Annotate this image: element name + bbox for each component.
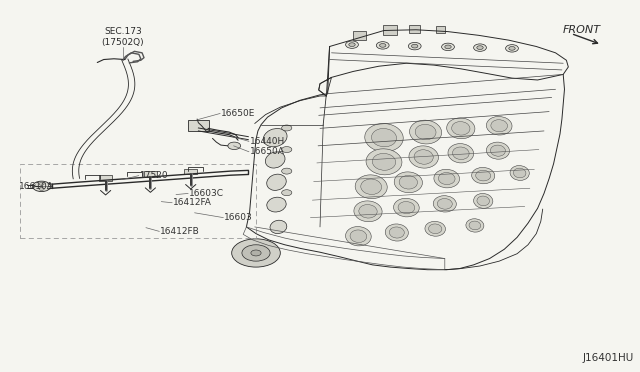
Circle shape: [509, 46, 515, 50]
Text: 16412FA: 16412FA: [173, 198, 212, 207]
Ellipse shape: [491, 120, 508, 132]
Ellipse shape: [415, 124, 436, 140]
Ellipse shape: [452, 147, 469, 160]
Circle shape: [376, 42, 389, 49]
Circle shape: [474, 44, 486, 51]
Ellipse shape: [425, 221, 445, 236]
Ellipse shape: [366, 149, 402, 175]
Ellipse shape: [355, 175, 387, 199]
Circle shape: [39, 182, 44, 185]
Circle shape: [282, 147, 292, 153]
Ellipse shape: [433, 196, 456, 212]
Text: SEC.173
(17502Q): SEC.173 (17502Q): [102, 27, 144, 46]
Ellipse shape: [394, 198, 419, 217]
Circle shape: [232, 239, 280, 267]
Circle shape: [33, 181, 51, 192]
Ellipse shape: [437, 199, 452, 209]
FancyBboxPatch shape: [99, 175, 112, 181]
Text: FRONT: FRONT: [563, 25, 601, 35]
Ellipse shape: [389, 227, 404, 238]
Circle shape: [282, 125, 292, 131]
Ellipse shape: [359, 205, 377, 218]
Text: J16401HU: J16401HU: [582, 353, 634, 363]
Ellipse shape: [477, 196, 490, 206]
Ellipse shape: [472, 167, 495, 184]
Circle shape: [477, 46, 483, 49]
Circle shape: [380, 44, 386, 47]
Text: 16650E: 16650E: [221, 109, 255, 118]
Ellipse shape: [354, 201, 382, 222]
Ellipse shape: [365, 124, 403, 152]
Ellipse shape: [513, 168, 526, 178]
Ellipse shape: [409, 146, 438, 168]
Ellipse shape: [447, 118, 475, 139]
Circle shape: [346, 41, 358, 48]
Ellipse shape: [398, 202, 415, 214]
Circle shape: [39, 187, 44, 190]
Circle shape: [442, 43, 454, 51]
Ellipse shape: [267, 174, 286, 190]
Text: 16603: 16603: [224, 213, 253, 222]
Bar: [353, 31, 366, 40]
FancyBboxPatch shape: [188, 120, 209, 131]
Ellipse shape: [438, 173, 455, 185]
Ellipse shape: [490, 145, 506, 156]
Ellipse shape: [452, 122, 470, 135]
FancyBboxPatch shape: [144, 171, 157, 177]
Circle shape: [282, 168, 292, 174]
Text: 17520: 17520: [140, 171, 168, 180]
Ellipse shape: [270, 220, 287, 234]
Ellipse shape: [267, 197, 286, 212]
Circle shape: [228, 142, 241, 150]
Text: 16440H: 16440H: [250, 137, 285, 146]
Circle shape: [506, 45, 518, 52]
Circle shape: [242, 245, 270, 261]
Ellipse shape: [474, 193, 493, 208]
Bar: [409, 25, 420, 33]
FancyBboxPatch shape: [184, 169, 197, 174]
Bar: [435, 26, 445, 33]
Ellipse shape: [466, 219, 484, 232]
Ellipse shape: [266, 152, 285, 168]
Ellipse shape: [350, 230, 367, 243]
Ellipse shape: [429, 224, 442, 234]
Ellipse shape: [469, 221, 481, 230]
Ellipse shape: [434, 169, 460, 188]
Circle shape: [282, 190, 292, 196]
Bar: [20, 164, 256, 238]
Text: 16610A: 16610A: [19, 182, 54, 190]
Circle shape: [349, 43, 355, 46]
Ellipse shape: [510, 166, 529, 180]
Ellipse shape: [414, 150, 433, 164]
Ellipse shape: [486, 116, 512, 135]
Ellipse shape: [399, 176, 417, 189]
Circle shape: [408, 42, 421, 50]
Ellipse shape: [448, 144, 474, 163]
Ellipse shape: [372, 153, 396, 170]
Ellipse shape: [385, 224, 408, 241]
Text: 16412FB: 16412FB: [160, 227, 200, 236]
Ellipse shape: [410, 120, 442, 144]
Text: 16650A: 16650A: [250, 147, 284, 156]
Ellipse shape: [476, 170, 491, 181]
Ellipse shape: [371, 128, 397, 147]
Ellipse shape: [361, 179, 381, 195]
Circle shape: [251, 250, 261, 256]
Circle shape: [445, 45, 451, 49]
Text: 16603C: 16603C: [189, 189, 224, 198]
Circle shape: [412, 44, 418, 48]
Ellipse shape: [263, 128, 287, 147]
Ellipse shape: [394, 172, 422, 193]
Ellipse shape: [346, 227, 371, 246]
Bar: [383, 25, 397, 35]
Ellipse shape: [486, 142, 509, 159]
